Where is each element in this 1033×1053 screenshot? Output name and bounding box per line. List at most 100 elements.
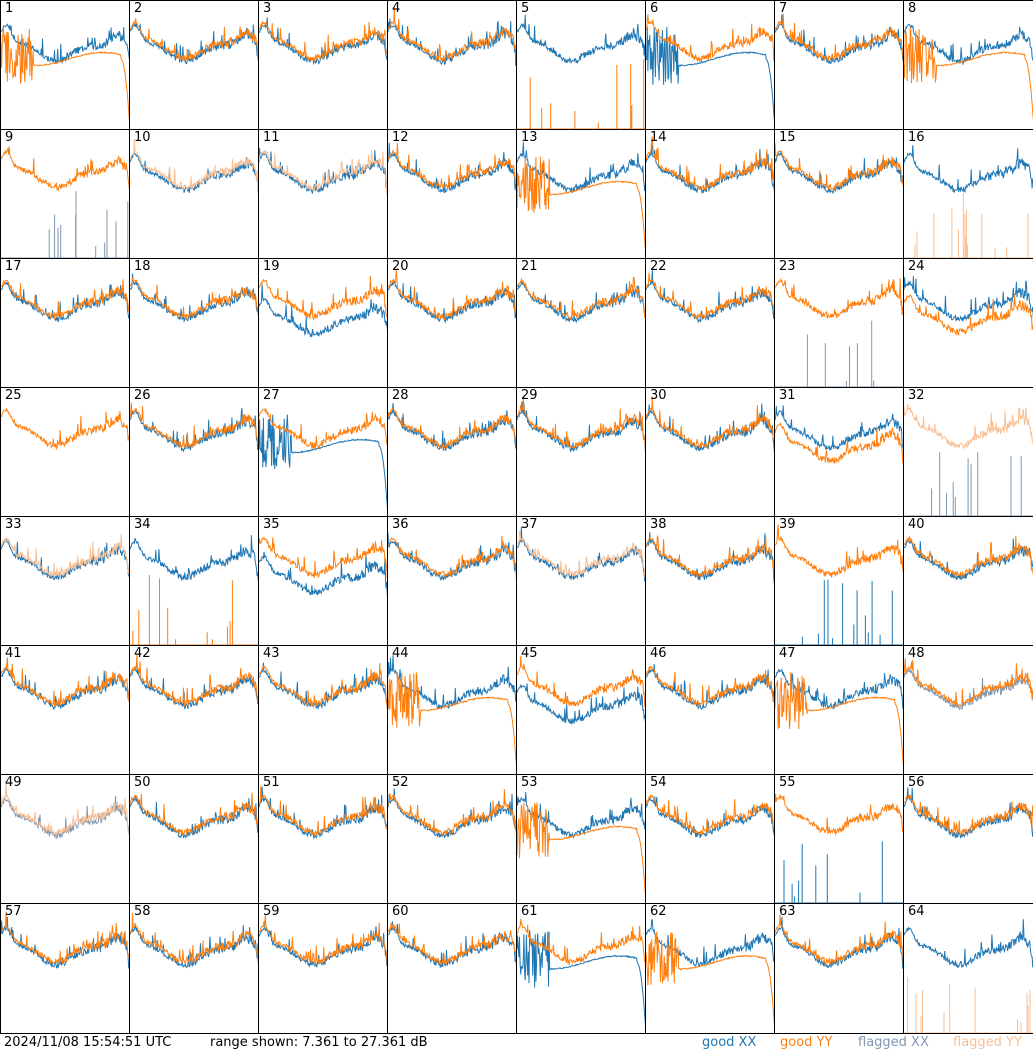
series-yy-panel-31 — [775, 422, 903, 465]
panel-label: 13 — [521, 130, 538, 145]
panel-3: 3 — [258, 0, 388, 130]
series-yy-panel-50 — [130, 792, 258, 837]
panel-57-plot — [1, 911, 129, 969]
panel-14-plot — [646, 136, 774, 195]
series-yy-panel-9 — [1, 146, 129, 192]
panel-2: 2 — [129, 0, 259, 130]
panel-26-plot — [130, 402, 258, 453]
series-xx-panel-50 — [130, 795, 258, 839]
series-yy-panel-61 — [517, 918, 645, 965]
panel-3-plot — [259, 17, 387, 66]
series-xx-panel-39 — [775, 579, 903, 645]
panel-36-plot — [388, 532, 516, 582]
series-yy-panel-19 — [259, 276, 387, 321]
panel-label: 3 — [263, 1, 272, 16]
series-xx-panel-29 — [517, 401, 645, 453]
series-xx-panel-59 — [259, 926, 387, 968]
panel-50-plot — [130, 792, 258, 839]
panel-61: 61 — [516, 903, 646, 1034]
panel-44: 44 — [387, 645, 517, 775]
series-yy-panel-32 — [904, 404, 1033, 450]
panel-label: 17 — [5, 259, 22, 274]
series-xx-panel-41 — [1, 668, 129, 711]
panel-54: 54 — [645, 774, 775, 904]
legend-flagged-xx-pol: XX — [911, 1035, 929, 1050]
panel-label: 18 — [134, 259, 151, 274]
panel-label: 15 — [779, 130, 796, 145]
series-yy-panel-24 — [904, 294, 1033, 336]
series-xx-panel-34 — [130, 535, 258, 583]
panel-label: 48 — [908, 646, 925, 661]
series-xx-panel-10 — [130, 152, 258, 193]
series-xx-panel-33 — [1, 539, 129, 581]
panel-5-plot — [517, 14, 645, 129]
panel-label: 22 — [650, 259, 667, 274]
panel-label: 54 — [650, 775, 667, 790]
panel-11-plot — [259, 148, 387, 197]
panel-43: 43 — [258, 645, 388, 775]
panel-label: 21 — [521, 259, 538, 274]
series-yy-panel-28 — [388, 407, 516, 450]
series-xx-panel-15 — [775, 151, 903, 195]
series-yy-panel-6 — [646, 14, 774, 62]
series-xx-panel-8 — [904, 23, 1033, 66]
series-yy-panel-34 — [130, 575, 258, 645]
series-yy-panel-53 — [517, 802, 645, 896]
panel-48: 48 — [903, 645, 1033, 775]
series-xx-panel-53 — [517, 792, 645, 839]
panel-25: 25 — [0, 387, 130, 517]
series-xx-panel-64 — [904, 919, 1033, 969]
panel-62-plot — [646, 918, 774, 1026]
series-xx-panel-61 — [517, 930, 645, 1026]
panel-26: 26 — [129, 387, 259, 517]
panel-19: 19 — [258, 258, 388, 388]
panel-label: 38 — [650, 517, 667, 532]
panel-19-plot — [259, 276, 387, 338]
series-yy-panel-52 — [388, 788, 516, 837]
panel-47-plot — [775, 668, 903, 767]
panel-30: 30 — [645, 387, 775, 517]
legend-good-yy: good YY — [780, 1033, 832, 1053]
panel-10: 10 — [129, 129, 259, 259]
panel-29: 29 — [516, 387, 646, 517]
series-yy-panel-22 — [646, 272, 774, 320]
panel-39-plot — [775, 524, 903, 645]
panel-32: 32 — [903, 387, 1033, 517]
panel-label: 14 — [650, 130, 667, 145]
series-yy-panel-42 — [130, 654, 258, 707]
series-yy-panel-14 — [646, 136, 774, 195]
panel-12: 12 — [387, 129, 517, 259]
panel-label: 11 — [263, 130, 280, 145]
panel-23: 23 — [774, 258, 904, 388]
panel-38: 38 — [645, 516, 775, 646]
legend-flagged-xx: flagged XX — [858, 1033, 929, 1053]
series-yy-panel-5 — [517, 59, 645, 129]
series-yy-panel-20 — [388, 268, 516, 321]
series-yy-panel-54 — [646, 793, 774, 837]
panel-label: 1 — [5, 1, 14, 16]
panel-17: 17 — [0, 258, 130, 388]
series-yy-panel-60 — [388, 922, 516, 966]
panel-label: 27 — [263, 388, 280, 403]
panel-35-plot — [259, 536, 387, 599]
panel-label: 9 — [5, 130, 14, 145]
panel-label: 6 — [650, 1, 659, 16]
series-yy-panel-17 — [1, 279, 129, 320]
panel-42: 42 — [129, 645, 259, 775]
panel-27-plot — [259, 407, 387, 509]
panel-label: 4 — [392, 1, 401, 16]
panel-label: 32 — [908, 388, 925, 403]
panel-label: 30 — [650, 388, 667, 403]
panel-50: 50 — [129, 774, 259, 904]
series-yy-panel-46 — [646, 665, 774, 708]
panel-label: 16 — [908, 130, 925, 145]
panel-27: 27 — [258, 387, 388, 517]
panel-label: 28 — [392, 388, 409, 403]
panel-16: 16 — [903, 129, 1033, 259]
panel-15-plot — [775, 142, 903, 195]
panel-2-plot — [130, 18, 258, 65]
panel-label: 60 — [392, 904, 409, 919]
panel-11: 11 — [258, 129, 388, 259]
series-xx-panel-6 — [646, 26, 774, 122]
panel-32-plot — [904, 404, 1033, 516]
